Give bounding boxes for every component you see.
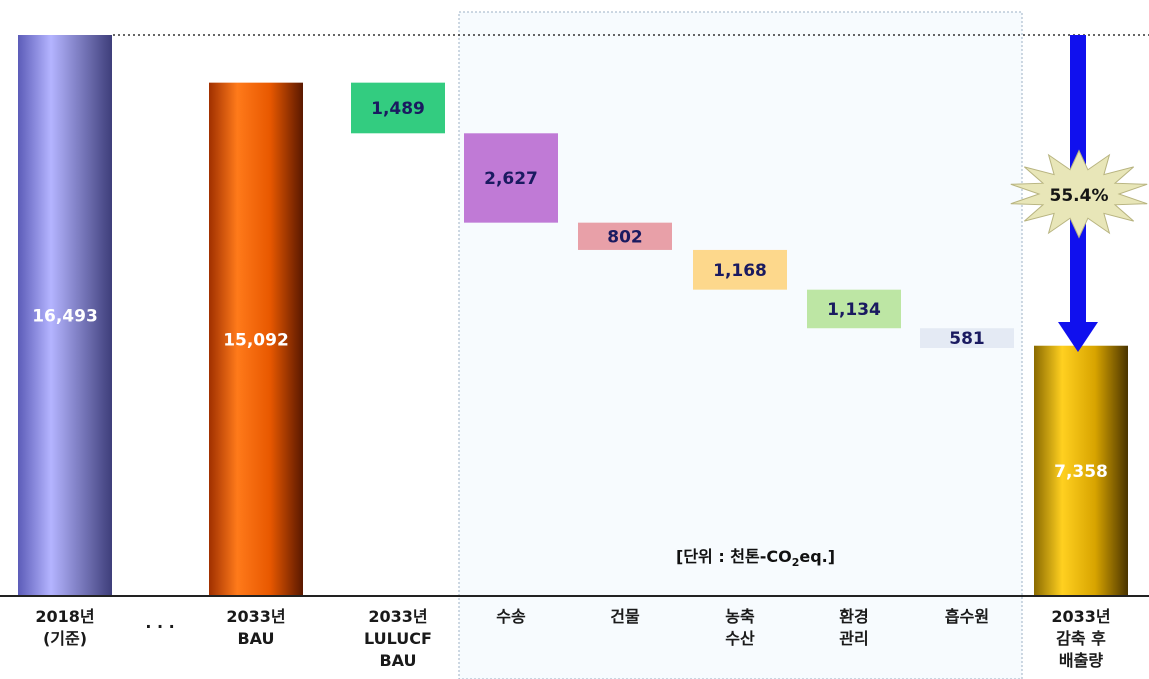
- bar-4: [578, 222, 672, 250]
- category-label-2-line-2: BAU: [379, 651, 416, 670]
- bar-value-label-4: 802: [607, 227, 643, 247]
- category-label-8-line-2: 배출량: [1059, 651, 1103, 670]
- reduction-arrow-head: [1058, 322, 1098, 352]
- category-label-2-line-1: LULUCF: [364, 629, 432, 648]
- bar-value-label-8: 7,358: [1054, 462, 1108, 482]
- category-label-2-line-0: 2033년: [368, 607, 427, 626]
- bar-6: [807, 289, 901, 329]
- category-label-4-line-0: 건물: [610, 607, 640, 626]
- category-label-3-line-0: 수송: [496, 607, 526, 626]
- category-label-8-line-0: 2033년: [1051, 607, 1110, 626]
- unit-label: [단위 : 천톤-CO2eq.]: [676, 547, 835, 569]
- bar-5: [693, 249, 787, 290]
- ellipsis-label: · · ·: [145, 617, 174, 636]
- bar-value-label-6: 1,134: [827, 300, 881, 320]
- category-label-7-line-0: 흡수원: [945, 607, 989, 626]
- category-label-0-line-1: (기준): [43, 629, 87, 648]
- category-label-5-line-1: 수산: [725, 629, 755, 648]
- reduction-percent-label: 55.4%: [1050, 186, 1109, 206]
- bar-value-label-0: 16,493: [32, 307, 98, 327]
- bar-2: [351, 82, 445, 134]
- bar-value-label-5: 1,168: [713, 261, 767, 281]
- category-label-6-line-0: 환경: [839, 607, 868, 626]
- bar-0: [18, 35, 112, 596]
- reduction-starburst-badge: [1010, 149, 1148, 239]
- bar-8: [1034, 345, 1128, 596]
- category-label-1-line-0: 2033년: [226, 607, 285, 626]
- category-label-5-line-0: 농축: [725, 607, 755, 626]
- category-label-8-line-1: 감축 후: [1056, 629, 1106, 648]
- category-label-6-line-1: 관리: [839, 629, 868, 648]
- bar-value-label-3: 2,627: [484, 169, 538, 189]
- category-label-1-line-1: BAU: [237, 629, 274, 648]
- bar-value-label-7: 581: [949, 329, 985, 349]
- category-label-0-line-0: 2018년: [35, 607, 94, 626]
- bar-1: [209, 82, 303, 596]
- bar-7: [920, 328, 1014, 349]
- bar-value-label-1: 15,092: [223, 330, 289, 350]
- bar-value-label-2: 1,489: [371, 99, 425, 119]
- bar-3: [464, 133, 558, 223]
